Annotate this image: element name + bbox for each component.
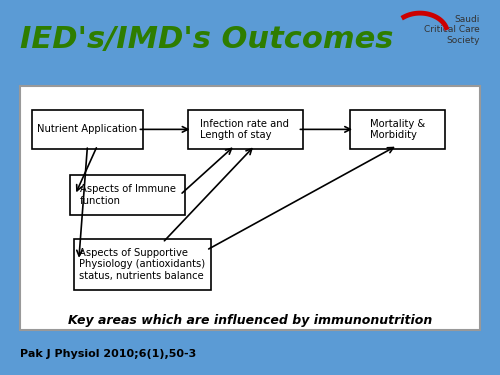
Text: Aspects of Immune
function: Aspects of Immune function <box>80 184 176 206</box>
FancyBboxPatch shape <box>74 239 211 290</box>
Text: Infection rate and
Length of stay: Infection rate and Length of stay <box>200 118 290 140</box>
Text: Mortality &
Morbidity: Mortality & Morbidity <box>370 118 425 140</box>
Text: Saudi
Critical Care
Society: Saudi Critical Care Society <box>424 15 480 45</box>
Text: Aspects of Supportive
Physiology (antioxidants)
status, nutrients balance: Aspects of Supportive Physiology (antiox… <box>80 248 206 281</box>
Text: Key areas which are influenced by immunonutrition: Key areas which are influenced by immuno… <box>68 314 432 327</box>
Text: IED's/IMD's Outcomes: IED's/IMD's Outcomes <box>20 25 394 54</box>
FancyBboxPatch shape <box>70 176 185 214</box>
FancyBboxPatch shape <box>0 0 500 86</box>
FancyBboxPatch shape <box>32 110 142 149</box>
Text: Pak J Physiol 2010;6(1),50-3: Pak J Physiol 2010;6(1),50-3 <box>20 350 196 359</box>
FancyBboxPatch shape <box>188 110 302 149</box>
FancyBboxPatch shape <box>350 110 445 149</box>
Text: Nutrient Application: Nutrient Application <box>38 124 138 134</box>
FancyBboxPatch shape <box>20 86 480 330</box>
